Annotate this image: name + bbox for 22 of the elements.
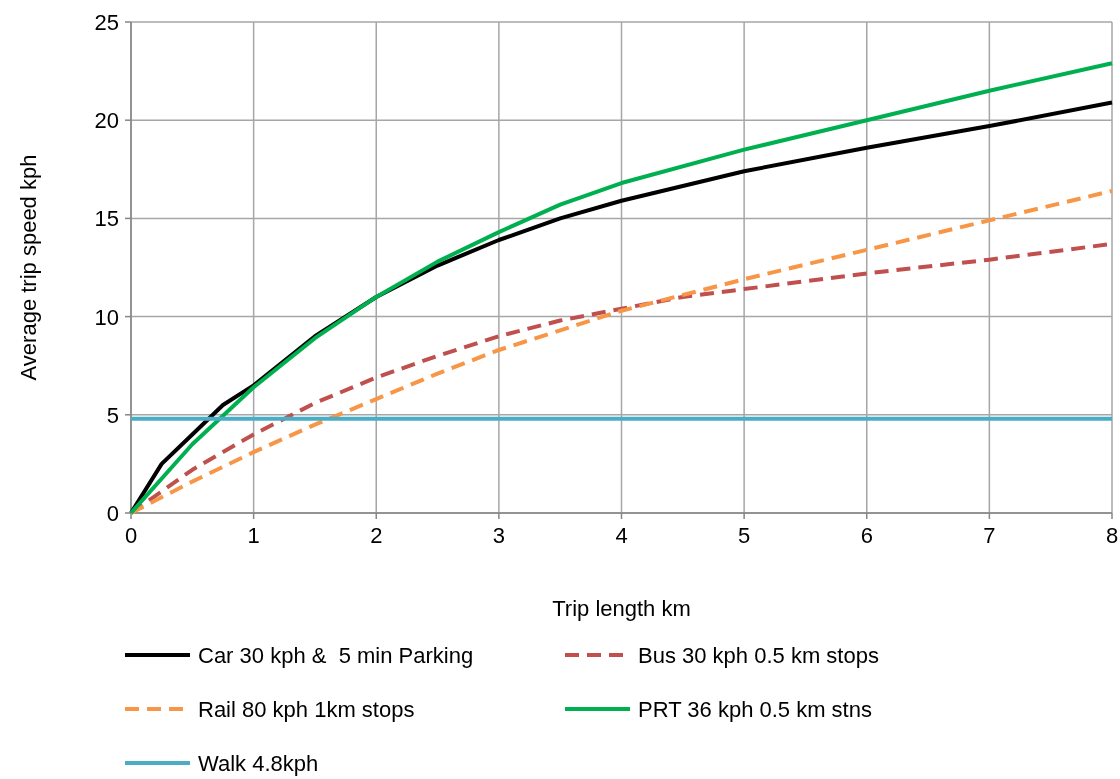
legend-label: PRT 36 kph 0.5 km stns (638, 697, 872, 722)
y-tick-label: 20 (94, 108, 119, 134)
x-tick-label: 4 (615, 523, 628, 548)
legend-label: Bus 30 kph 0.5 km stops (638, 643, 879, 668)
y-tick-label: 10 (94, 304, 119, 330)
y-axis-title: Average trip speed kph (16, 154, 41, 381)
y-tick-label: 5 (106, 402, 119, 428)
x-tick-label: 3 (492, 523, 505, 548)
y-tick-label: 15 (94, 206, 119, 232)
legend-label: Walk 4.8kph (198, 751, 319, 776)
y-tick-label: 25 (94, 10, 119, 35)
x-tick-label: 1 (247, 523, 260, 548)
x-tick-label: 6 (860, 523, 873, 548)
x-tick-label: 8 (1105, 523, 1119, 548)
legend-label: Car 30 kph & 5 min Parking (198, 643, 474, 668)
x-axis-title: Trip length km (552, 596, 691, 621)
x-tick-label: 2 (370, 523, 383, 548)
x-tick-label: 5 (738, 523, 751, 548)
x-tick-label: 0 (124, 523, 138, 548)
legend-label: Rail 80 kph 1km stops (198, 697, 415, 722)
y-tick-label: 0 (106, 501, 119, 526)
x-tick-label: 7 (983, 523, 996, 548)
